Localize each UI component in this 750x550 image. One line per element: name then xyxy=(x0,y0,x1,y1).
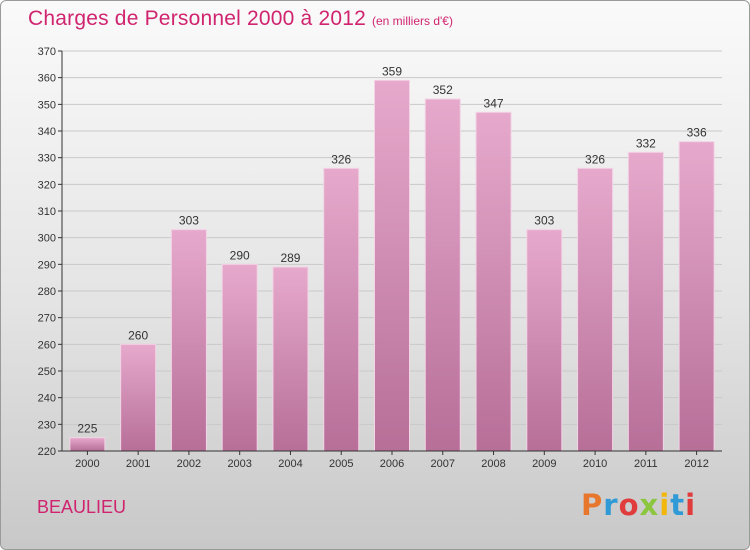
data-label: 225 xyxy=(77,422,97,436)
logo-letter: P xyxy=(581,488,604,522)
y-tick-label: 230 xyxy=(38,419,56,431)
x-tick-label: 2004 xyxy=(278,458,302,470)
bar-2007[interactable] xyxy=(424,98,461,452)
logo-letter: r xyxy=(603,488,619,522)
y-tick-label: 290 xyxy=(38,259,56,271)
y-tick-label: 250 xyxy=(38,366,56,378)
data-label: 326 xyxy=(331,152,351,166)
x-tick-label: 2000 xyxy=(75,458,99,470)
y-tick-label: 330 xyxy=(38,153,56,165)
y-tick-label: 270 xyxy=(38,313,56,325)
data-label: 332 xyxy=(636,136,656,150)
y-tick-label: 260 xyxy=(38,339,56,351)
bar-2006[interactable] xyxy=(374,79,410,452)
y-tick-label: 350 xyxy=(38,99,56,111)
data-label: 347 xyxy=(484,96,504,110)
data-label: 326 xyxy=(585,152,605,166)
x-tick-label: 2002 xyxy=(177,458,201,470)
data-label: 352 xyxy=(433,83,453,97)
chart-subtitle: (en milliers d'€) xyxy=(372,14,453,28)
y-tick-label: 340 xyxy=(38,126,56,138)
y-tick-label: 320 xyxy=(38,179,56,191)
data-label: 336 xyxy=(687,126,707,140)
x-tick-label: 2001 xyxy=(126,458,150,470)
y-tick-label: 370 xyxy=(38,46,56,58)
bar-2002[interactable] xyxy=(170,229,207,452)
bar-2010[interactable] xyxy=(577,167,614,452)
data-label: 359 xyxy=(382,64,402,78)
city-name: BEAULIEU xyxy=(37,497,127,517)
bars xyxy=(69,79,715,452)
logo-letter: o xyxy=(618,488,640,522)
x-tick-label: 2003 xyxy=(227,458,251,470)
x-tick-label: 2005 xyxy=(329,458,353,470)
chart-title: Charges de Personnel 2000 à 2012 xyxy=(28,7,366,30)
y-tick-label: 240 xyxy=(38,393,56,405)
data-label: 303 xyxy=(179,214,199,228)
x-tick-label: 2009 xyxy=(532,458,556,470)
bar-2003[interactable] xyxy=(221,263,258,452)
x-tick-label: 2006 xyxy=(380,458,404,470)
y-tick-label: 300 xyxy=(38,233,56,245)
proxiti-logo[interactable]: Proxiti xyxy=(581,488,696,522)
bar-2004[interactable] xyxy=(272,266,309,452)
x-tick-label: 2008 xyxy=(481,458,505,470)
axes: 220 230 240 250 260 270 280 290 300 310 320 330 340 3… xyxy=(38,46,722,470)
data-label: 289 xyxy=(280,251,300,265)
bar-2008[interactable] xyxy=(475,111,512,452)
x-tick-label: 2010 xyxy=(583,458,607,470)
y-tick-label: 310 xyxy=(38,206,56,218)
y-tick-label: 220 xyxy=(38,446,56,458)
bar-2005[interactable] xyxy=(323,167,360,452)
logo-letter: i xyxy=(659,488,671,522)
x-tick-label: 2012 xyxy=(684,458,708,470)
logo-letter: t xyxy=(670,488,686,522)
logo-letter: i xyxy=(685,488,697,522)
bar-2000[interactable] xyxy=(69,437,106,452)
data-label: 290 xyxy=(230,248,250,262)
y-tick-label: 360 xyxy=(38,73,56,85)
bar-2011[interactable] xyxy=(627,151,664,452)
x-tick-label: 2011 xyxy=(634,458,658,470)
x-tick-label: 2007 xyxy=(431,458,455,470)
data-label: 303 xyxy=(534,214,554,228)
bar-2012[interactable] xyxy=(678,141,715,452)
logo-letter: x xyxy=(639,488,660,522)
bar-2009[interactable] xyxy=(526,229,563,452)
y-tick-label: 280 xyxy=(38,286,56,298)
bar-2001[interactable] xyxy=(120,343,157,452)
data-label: 260 xyxy=(128,328,148,342)
data-labels: 225 260 303 290 289 326 359 352 347 303 326 332 336 xyxy=(77,64,707,435)
